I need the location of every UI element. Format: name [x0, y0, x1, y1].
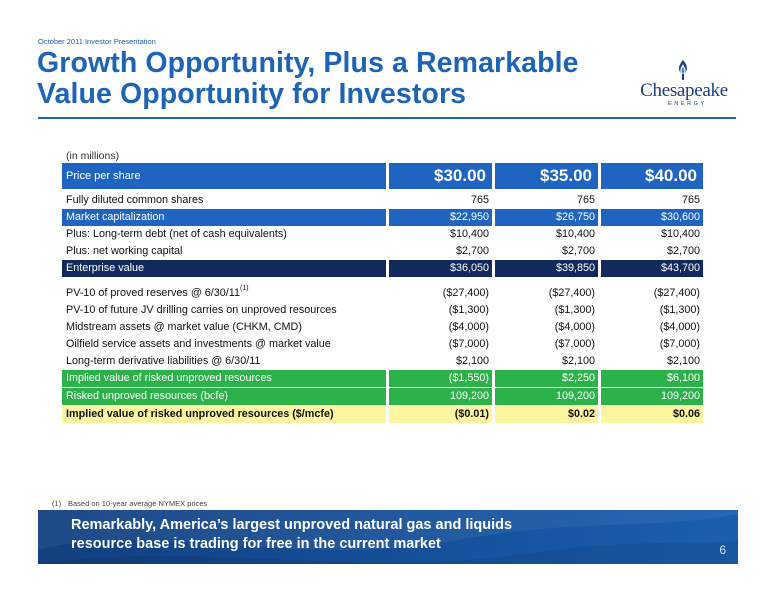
footnote-number: (1) — [52, 499, 62, 508]
value-cell: ($1,300) — [598, 302, 703, 319]
row-label: Oilfield service assets and investments … — [62, 336, 386, 353]
table-row-highlight: Implied value of risked unproved resourc… — [62, 370, 703, 387]
value-cell: ($4,000) — [386, 319, 492, 336]
banner-line-1: Remarkably, America’s largest unproved n… — [71, 517, 513, 533]
value-cell: $22,950 — [386, 209, 492, 226]
value-cell: $6,100 — [598, 370, 703, 387]
banner-line-2: resource base is trading for free in the… — [71, 536, 441, 552]
price-cell: $30.00 — [386, 163, 492, 189]
title-divider — [38, 117, 736, 119]
row-label: Implied value of risked unproved resourc… — [62, 370, 386, 387]
takeaway-banner: Remarkably, America’s largest unproved n… — [38, 510, 738, 564]
value-cell: $26,750 — [492, 209, 598, 226]
price-cell: $40.00 — [598, 163, 703, 189]
value-cell: $43,700 — [598, 260, 703, 277]
row-label: Risked unproved resources (bcfe) — [62, 387, 386, 405]
row-label: Price per share — [62, 163, 386, 189]
title-line-1: Growth Opportunity, Plus a Remarkable — [37, 47, 579, 79]
footnote-mark: (1) — [240, 285, 249, 292]
page-number: 6 — [719, 543, 726, 557]
row-label: Implied value of risked unproved resourc… — [62, 405, 386, 423]
row-label: Market capitalization — [62, 209, 386, 226]
logo-wordmark: Chesapeake — [640, 80, 728, 101]
valuation-table: Price per share $30.00 $35.00 $40.00 Ful… — [62, 163, 703, 423]
value-cell: ($7,000) — [492, 336, 598, 353]
value-cell: ($7,000) — [386, 336, 492, 353]
row-label: Enterprise value — [62, 260, 386, 277]
value-cell: 109,200 — [598, 387, 703, 405]
table-row: Fully diluted common shares 765 765 765 — [62, 192, 703, 209]
footnote: (1) Based on 10-year average NYMEX prices — [52, 499, 207, 508]
table-row: Plus: net working capital $2,700 $2,700 … — [62, 243, 703, 260]
table-row: PV-10 of proved reserves @ 6/30/11(1) ($… — [62, 285, 703, 302]
table-row-result: Implied value of risked unproved resourc… — [62, 405, 703, 423]
value-cell: $2,250 — [492, 370, 598, 387]
title-line-2: Value Opportunity for Investors — [37, 78, 467, 110]
row-label: PV-10 of proved reserves @ 6/30/11(1) — [62, 285, 386, 302]
value-cell: ($4,000) — [598, 319, 703, 336]
table-row: PV-10 of future JV drilling carries on u… — [62, 302, 703, 319]
units-note: (in millions) — [66, 150, 120, 162]
value-cell: 109,200 — [492, 387, 598, 405]
table-row-price: Price per share $30.00 $35.00 $40.00 — [62, 163, 703, 189]
table-row-highlight: Market capitalization $22,950 $26,750 $3… — [62, 209, 703, 226]
table-row-highlight: Risked unproved resources (bcfe) 109,200… — [62, 387, 703, 405]
value-cell: 765 — [598, 192, 703, 209]
value-cell: ($1,550) — [386, 370, 492, 387]
row-label: Plus: Long-term debt (net of cash equiva… — [62, 226, 386, 243]
chesapeake-flame-icon — [678, 60, 688, 80]
company-logo: Chesapeake ENERGY — [634, 58, 734, 108]
table-row: Plus: Long-term debt (net of cash equiva… — [62, 226, 703, 243]
row-label-text: PV-10 of proved reserves @ 6/30/11 — [66, 287, 241, 299]
value-cell: $0.02 — [492, 405, 598, 423]
value-cell: $2,700 — [598, 243, 703, 260]
row-label: PV-10 of future JV drilling carries on u… — [62, 302, 386, 319]
banner-wave-graphic — [38, 510, 738, 564]
value-cell: $0.06 — [598, 405, 703, 423]
table-row-total: Enterprise value $36,050 $39,850 $43,700 — [62, 260, 703, 277]
value-cell: $10,400 — [598, 226, 703, 243]
value-cell: 109,200 — [386, 387, 492, 405]
value-cell: ($7,000) — [598, 336, 703, 353]
value-cell: 765 — [386, 192, 492, 209]
value-cell: $39,850 — [492, 260, 598, 277]
row-label: Long-term derivative liabilities @ 6/30/… — [62, 353, 386, 370]
slide-title: Growth Opportunity, Plus a Remarkable Va… — [37, 48, 579, 110]
value-cell: $2,100 — [492, 353, 598, 370]
row-label: Plus: net working capital — [62, 243, 386, 260]
footnote-text: Based on 10-year average NYMEX prices — [68, 499, 208, 508]
presentation-kicker: October 2011 Investor Presentation — [38, 37, 156, 46]
value-cell: ($1,300) — [492, 302, 598, 319]
table-row: Midstream assets @ market value (CHKM, C… — [62, 319, 703, 336]
banner-message: Remarkably, America’s largest unproved n… — [71, 516, 512, 554]
value-cell: $10,400 — [386, 226, 492, 243]
value-cell: ($27,400) — [492, 285, 598, 302]
value-cell: $10,400 — [492, 226, 598, 243]
value-cell: ($27,400) — [386, 285, 492, 302]
value-cell: $36,050 — [386, 260, 492, 277]
value-cell: 765 — [492, 192, 598, 209]
row-label: Midstream assets @ market value (CHKM, C… — [62, 319, 386, 336]
value-cell: $2,100 — [386, 353, 492, 370]
value-cell: ($1,300) — [386, 302, 492, 319]
price-cell: $35.00 — [492, 163, 598, 189]
logo-subtitle: ENERGY — [668, 101, 707, 107]
value-cell: $2,700 — [492, 243, 598, 260]
value-cell: $2,700 — [386, 243, 492, 260]
value-cell: $30,600 — [598, 209, 703, 226]
row-label: Fully diluted common shares — [62, 192, 386, 209]
value-cell: ($0.01) — [386, 405, 492, 423]
table-row: Long-term derivative liabilities @ 6/30/… — [62, 353, 703, 370]
value-cell: ($4,000) — [492, 319, 598, 336]
value-cell: ($27,400) — [598, 285, 703, 302]
value-cell: $2,100 — [598, 353, 703, 370]
table-row: Oilfield service assets and investments … — [62, 336, 703, 353]
